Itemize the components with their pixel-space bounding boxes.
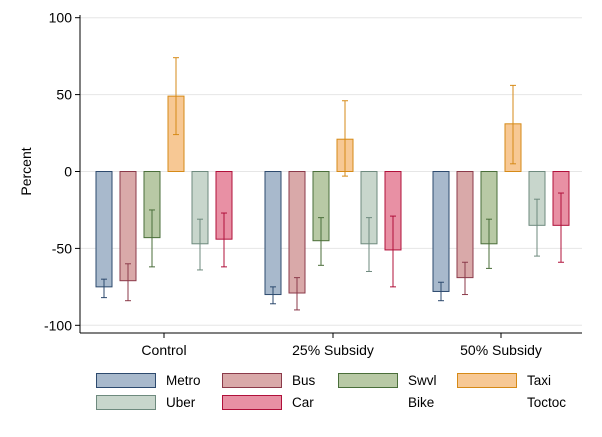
y-tick-label: -100 [44,317,72,333]
x-tick-label: Control [141,342,186,358]
y-tick-label: -50 [52,240,72,256]
y-tick-label: 100 [49,10,73,26]
bar-metro [95,171,113,288]
bar-bus [456,171,474,279]
y-axis-title: Percent [18,147,34,195]
bar-bus [288,171,306,294]
y-tick-label: 0 [64,164,72,180]
bar-metro [432,171,450,292]
bar-metro [264,171,282,296]
y-tick-label: 50 [56,87,72,103]
x-tick-label: 25% Subsidy [292,342,374,358]
x-tick-label: 50% Subsidy [460,342,542,358]
